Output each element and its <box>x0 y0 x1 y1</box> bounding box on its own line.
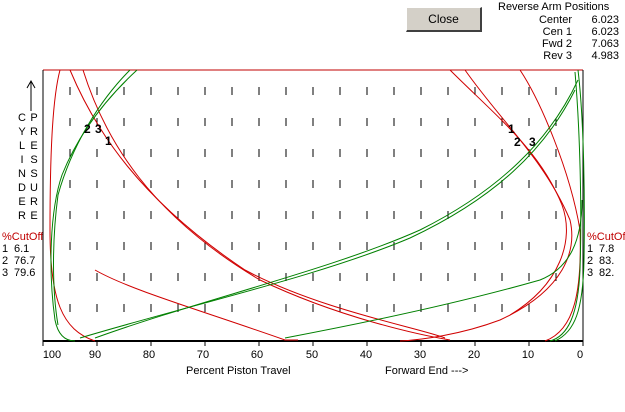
y-axis-letter: R <box>30 196 38 208</box>
x-tick-label: 80 <box>142 349 156 361</box>
reverse-arm-label: Center <box>538 14 572 26</box>
y-axis-letter: R <box>18 210 26 222</box>
cutoff-row: 3 82. <box>587 267 625 279</box>
cutoff-row: 1 7.8 <box>587 243 625 255</box>
x-tick-label: 40 <box>359 349 373 361</box>
green-curve-left-upper-2 <box>53 69 131 326</box>
cutoff-title: %CutOff <box>587 231 625 243</box>
cutoff-row: 1 6.1 <box>2 243 43 255</box>
green-curve-right-edge-2 <box>549 71 582 342</box>
y-axis-letter: E <box>18 196 26 208</box>
cutoff-value: 79.6 <box>14 267 36 279</box>
red-curve-bottom <box>94 269 298 341</box>
cutoff-index: 1 <box>587 243 594 255</box>
y-axis-letter: U <box>30 182 38 194</box>
green-curve-right-edge <box>554 69 585 342</box>
curve-marker: 1 <box>105 134 112 148</box>
cutoff-left-panel: %CutOff 1 6.1 2 76.7 3 79.6 <box>2 231 43 279</box>
y-axis-arrow-icon <box>26 79 36 111</box>
close-button[interactable]: Close <box>406 7 482 32</box>
x-tick-label: 70 <box>196 349 210 361</box>
reverse-arm-title: Reverse Arm Positions <box>498 1 610 13</box>
cutoff-row: 2 76.7 <box>2 255 43 267</box>
cutoff-value: 7.8 <box>599 243 615 255</box>
green-curve-return <box>284 199 583 339</box>
red-curve-left-edge <box>49 69 96 342</box>
red-curve-compression-2 <box>449 69 567 316</box>
reverse-arm-value: 7.063 <box>591 38 619 50</box>
cutoff-index: 1 <box>2 243 9 255</box>
curve-marker: 2 <box>84 122 91 136</box>
x-tick-label: 10 <box>521 349 535 361</box>
red-curve-left-expansion <box>69 69 446 339</box>
cutoff-title: %CutOff <box>2 231 44 243</box>
y-axis-letter: E <box>30 210 38 222</box>
y-axis-letter: S <box>30 154 38 166</box>
y-axis-letter: R <box>30 126 38 138</box>
x-tick-label: 0 <box>576 349 584 361</box>
y-axis-letter: S <box>30 168 38 180</box>
curve-marker: 3 <box>529 135 536 149</box>
cutoff-index: 3 <box>2 267 9 279</box>
y-axis-letter: L <box>18 140 26 152</box>
grid-ticks <box>42 87 584 346</box>
y-axis-letter: C <box>18 112 26 124</box>
cutoff-index: 2 <box>587 255 594 267</box>
forward-end-label: Forward End ---> <box>385 365 469 377</box>
cutoff-value: 82. <box>599 267 615 279</box>
y-axis-letter: N <box>18 168 26 180</box>
cutoff-value: 6.1 <box>14 243 30 255</box>
cutoff-value: 83. <box>599 255 615 267</box>
cutoff-index: 3 <box>587 267 594 279</box>
cutoff-row: 3 79.6 <box>2 267 43 279</box>
x-tick-label: 30 <box>413 349 427 361</box>
reverse-arm-label: Cen 1 <box>542 26 572 38</box>
cutoff-right-panel: %CutOff 1 7.8 2 83. 3 82. <box>587 231 625 279</box>
cutoff-row: 2 83. <box>587 255 625 267</box>
x-axis-title: Percent Piston Travel <box>186 365 291 377</box>
y-axis-letter: E <box>30 140 38 152</box>
y-axis-letter: I <box>20 154 24 166</box>
red-curve-left-expansion-2 <box>82 69 451 341</box>
reverse-arm-label: Fwd 2 <box>542 38 572 50</box>
curve-marker: 3 <box>95 122 102 136</box>
y-axis-letter: Y <box>18 126 26 138</box>
red-curve-right-edge <box>519 69 581 342</box>
cutoff-index: 2 <box>2 255 9 267</box>
curve-marker: 2 <box>514 135 521 149</box>
reverse-arm-value: 6.023 <box>591 26 619 38</box>
red-curve-compression <box>399 69 573 342</box>
x-tick-label: 20 <box>467 349 481 361</box>
x-tick-label: 90 <box>88 349 102 361</box>
reverse-arm-value: 6.023 <box>591 14 619 26</box>
x-tick-label: 100 <box>42 349 62 361</box>
reverse-arm-value: 4.983 <box>591 50 619 62</box>
reverse-arm-label: Rev 3 <box>543 50 572 62</box>
x-tick-label: 60 <box>250 349 264 361</box>
x-tick-label: 50 <box>305 349 319 361</box>
green-curve-rise-2 <box>79 89 576 339</box>
green-curve-left-upper <box>50 69 138 342</box>
y-axis-letter: D <box>18 182 26 194</box>
cutoff-value: 76.7 <box>14 255 36 267</box>
y-axis-letter: P <box>30 112 38 124</box>
curve-marker: 1 <box>508 122 515 136</box>
